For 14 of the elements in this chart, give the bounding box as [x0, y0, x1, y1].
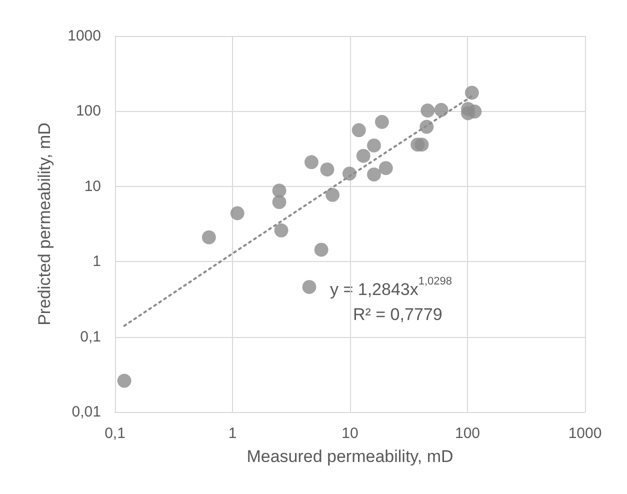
y-tick-label: 1000 — [68, 28, 101, 44]
x-tick-label: 10 — [342, 425, 358, 442]
x-tick-label: 1000 — [568, 425, 602, 442]
annotation: R² = 0,7779 — [353, 305, 442, 324]
y-tick-label: 100 — [76, 102, 101, 120]
y-tick-label: 1 — [92, 253, 101, 270]
x-tick-label: 100 — [454, 425, 480, 442]
y-tick-label: 0,01 — [72, 404, 101, 420]
y-tick-label: 0,1 — [80, 328, 101, 346]
x-axis-title: Measured permeability, mD — [246, 447, 454, 466]
y-axis-title: Predicted permeability, mD — [35, 122, 54, 326]
y-tick-label: 10 — [84, 178, 101, 195]
x-tick-label: 1 — [228, 425, 237, 442]
x-tick-label: 0,1 — [104, 425, 126, 442]
